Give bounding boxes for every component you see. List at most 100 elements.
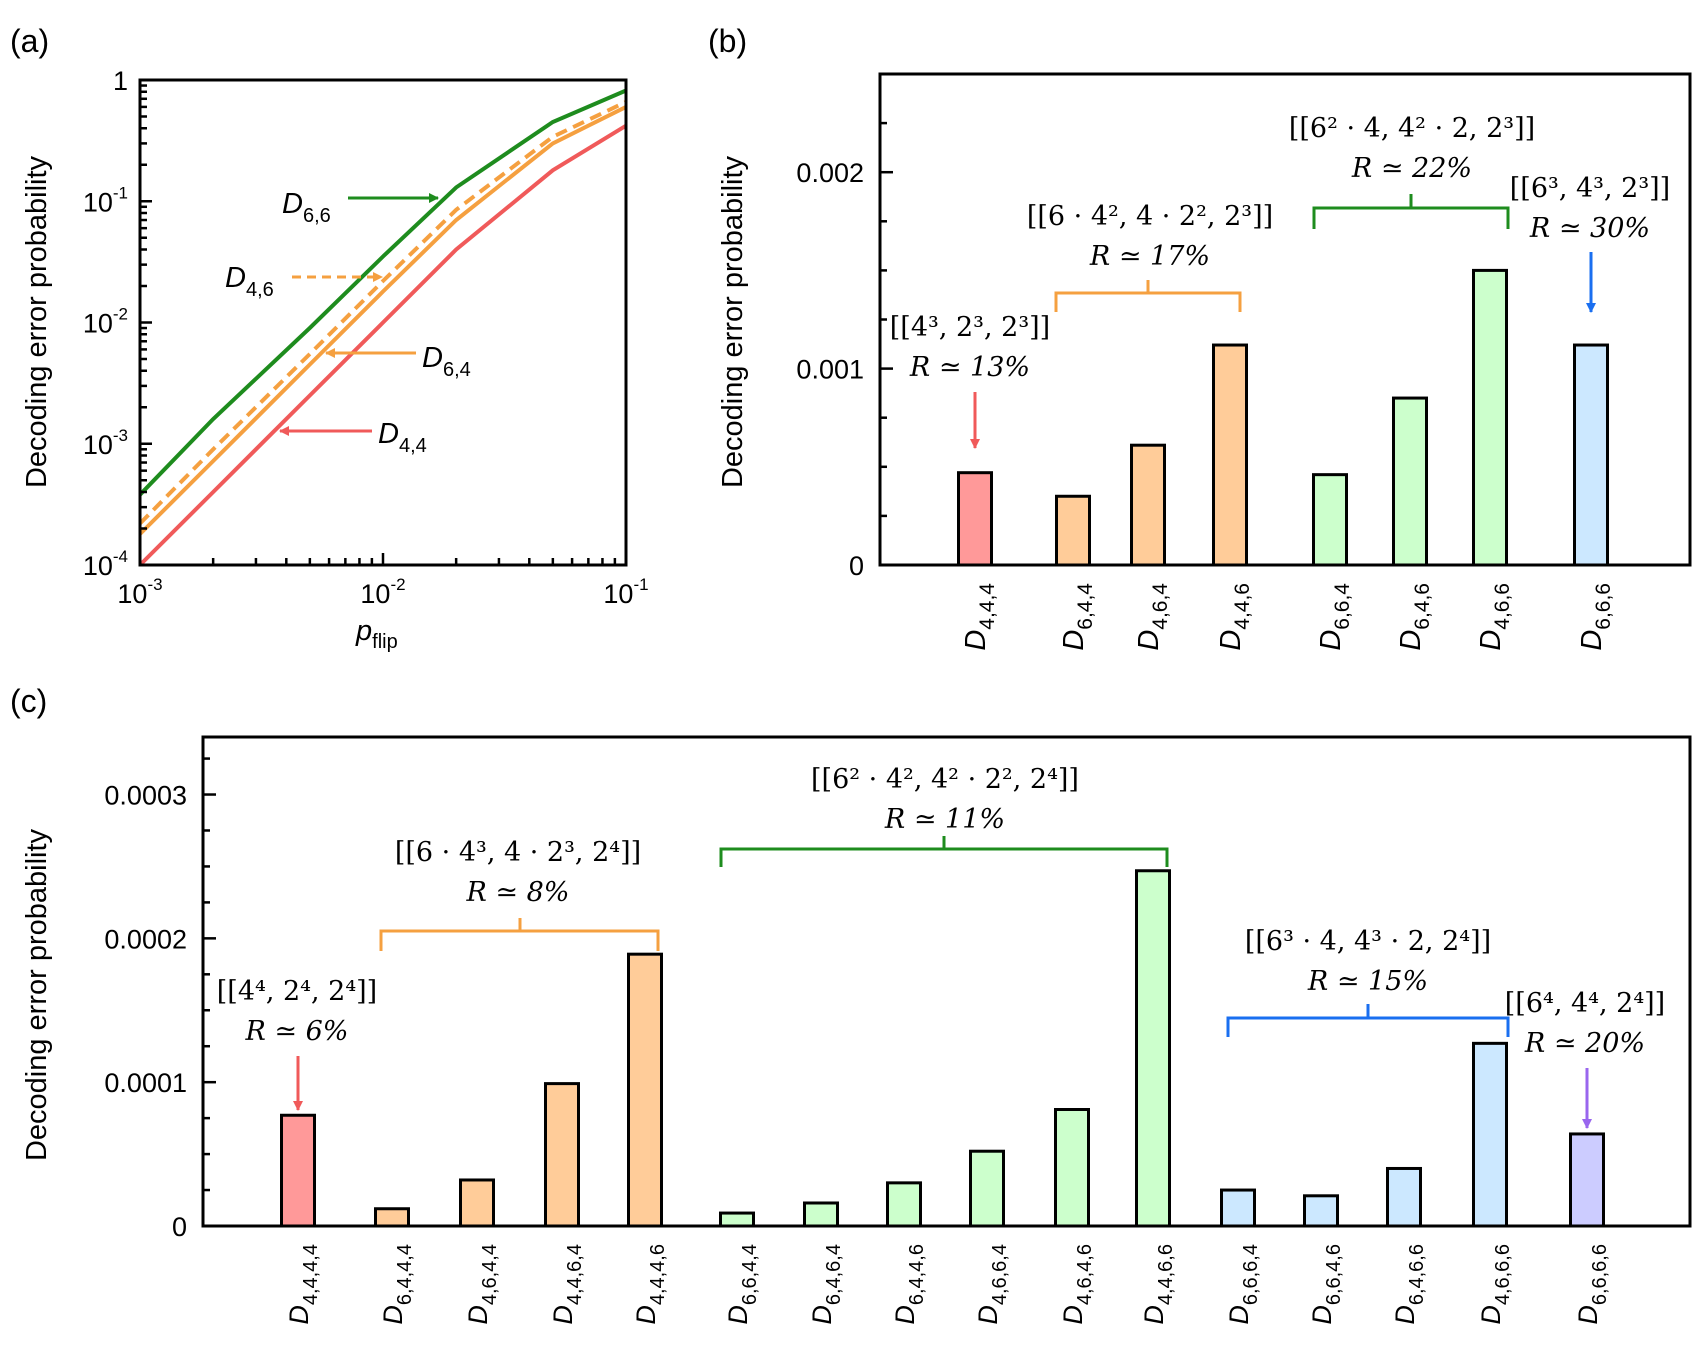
panel-c-frame (201, 735, 1692, 1228)
svg-text:D4,6: D4,6 (225, 262, 274, 301)
label-d66: D6,6 (282, 188, 439, 227)
xlabel-d4466: D4,4,6,6 (1139, 1244, 1177, 1325)
panel-b-bars (957, 268, 1609, 567)
panel-b-ylabel: Decoding error probability (717, 155, 749, 488)
panel-a-series (138, 88, 628, 567)
ytick-label: 0.0001 (104, 1068, 187, 1098)
xlabel-d6646: D6,6,4,6 (1307, 1244, 1345, 1325)
ytick-label: 0.002 (796, 158, 864, 188)
panel-b-label: (b) (708, 23, 747, 59)
svg-text:D6,6: D6,6 (282, 188, 331, 227)
a-xtick-label: 10-3 (117, 575, 162, 609)
panel-b-xlabels: D4,4,4 D6,4,4 D4,6,4 D4,4,6 D6,6,4 D6,4,6 D4,6… (960, 583, 1615, 651)
annotation-b-group-orange: [[6 · 4², 4 · 2², 2³]] R ≃ 17% (1027, 201, 1273, 312)
annotation-b-444: [[4³, 2³, 2³]] R ≃ 13% (890, 312, 1050, 449)
xlabel-d4646: D4,6,4,6 (1058, 1244, 1096, 1325)
annotation-b-group-green: [[6² · 4, 4² · 2, 2³]] R ≃ 22% (1289, 113, 1535, 229)
annotation-c-group-orange: [[6 · 4³, 4 · 2³, 2⁴]] R ≃ 8% (379, 837, 660, 951)
bar-d6666 (1569, 1132, 1605, 1228)
xlabel-d6666: D6,6,6,6 (1573, 1244, 1611, 1325)
brace-b-orange (1054, 280, 1242, 312)
bar-d6466 (1386, 1166, 1422, 1228)
a-ytick-label: 10-2 (83, 305, 128, 339)
bar-d646 (1392, 396, 1428, 567)
a-xtick-label: 10-1 (603, 575, 648, 609)
a-xtick-label: 10-2 (360, 575, 405, 609)
svg-text:R ≃ 11%: R ≃ 11% (884, 804, 1005, 835)
xlabel-d4666: D4,6,6,6 (1476, 1244, 1514, 1325)
svg-text:R ≃ 6%: R ≃ 6% (245, 1016, 349, 1047)
annotation-c-group-blue: [[6³ · 4, 4³ · 2, 2⁴]] R ≃ 15% (1226, 926, 1510, 1037)
bar-d6444 (374, 1207, 410, 1228)
xlabel-d6644: D6,6,4,4 (723, 1244, 761, 1325)
svg-text:D4,4: D4,4 (378, 418, 427, 457)
bar-d4446 (627, 952, 663, 1228)
series-line-d66 (138, 88, 627, 497)
ytick-label: 0 (849, 551, 864, 581)
xlabel-d6446: D6,4,4,6 (890, 1244, 928, 1325)
svg-text:[[6² · 4², 4² · 2², 2⁴]]: [[6² · 4², 4² · 2², 2⁴]] (811, 764, 1079, 795)
svg-text:R ≃ 13%: R ≃ 13% (909, 352, 1030, 383)
bar-d446 (1212, 343, 1248, 567)
svg-text:R ≃ 20%: R ≃ 20% (1524, 1028, 1645, 1059)
brace-b-green (1312, 194, 1510, 229)
label-d46: D4,6 (225, 262, 383, 301)
panel-b: (b) 0 0.001 0.002 Decoding error probabili… (708, 23, 1692, 651)
bar-d4646 (1054, 1108, 1090, 1228)
bar-d6464 (803, 1201, 839, 1228)
panel-c-ylabel: Decoding error probability (21, 828, 53, 1161)
bar-d4466 (1135, 869, 1171, 1228)
xlabel-d6466: D6,4,6,6 (1390, 1244, 1428, 1325)
label-d64: D6,4 (325, 342, 471, 381)
series-line-d64 (138, 105, 627, 536)
bar-d444 (957, 471, 993, 567)
annotation-c-4444: [[4⁴, 2⁴, 2⁴]] R ≃ 6% (217, 976, 377, 1111)
svg-text:[[6⁴, 4⁴, 2⁴]]: [[6⁴, 4⁴, 2⁴]] (1505, 988, 1665, 1019)
xlabel-d6664: D6,6,6,4 (1224, 1244, 1262, 1325)
xlabel-d466: D4,6,6 (1475, 583, 1514, 651)
xlabel-d446: D4,4,6 (1215, 583, 1254, 651)
svg-text:[[6 · 4², 4 · 2², 2³]]: [[6 · 4², 4 · 2², 2³]] (1027, 201, 1273, 232)
label-d44: D4,4 (279, 418, 427, 457)
bar-d4644 (459, 1178, 495, 1228)
annotation-c-group-green: [[6² · 4², 4² · 2², 2⁴]] R ≃ 11% (719, 764, 1169, 867)
a-ytick-label: 1 (113, 66, 128, 96)
xlabel-d664: D6,6,4 (1315, 583, 1354, 651)
ytick-label: 0.0002 (104, 924, 187, 954)
xlabel-d666: D6,6,6 (1576, 583, 1615, 651)
bar-d664 (1312, 473, 1348, 567)
svg-text:R ≃ 30%: R ≃ 30% (1529, 213, 1650, 244)
bar-d644 (1055, 494, 1091, 567)
panel-b-ticks: 0 0.001 0.002 (796, 121, 893, 581)
svg-text:[[4⁴, 2⁴, 2⁴]]: [[4⁴, 2⁴, 2⁴]] (217, 976, 377, 1007)
panel-c-ticks: 0 0.0001 0.0002 0.0003 (104, 757, 216, 1242)
bar-d6646 (1303, 1194, 1339, 1228)
brace-c-blue (1226, 1004, 1510, 1037)
xlabel-d644: D6,4,4 (1058, 583, 1097, 651)
panel-c: (c) 0 0.0001 0.0002 0.0003 Decoding error p… (10, 683, 1692, 1325)
svg-text:D6,4: D6,4 (422, 342, 471, 381)
xlabel-d4446: D4,4,4,6 (631, 1244, 669, 1325)
svg-text:[[4³, 2³, 2³]]: [[4³, 2³, 2³]] (890, 312, 1050, 343)
bar-d6644 (719, 1211, 755, 1228)
panel-c-bars (280, 869, 1605, 1228)
bar-d466 (1472, 268, 1508, 567)
annotation-b-666: [[6³, 4³, 2³]] R ≃ 30% (1510, 173, 1670, 313)
annotation-c-6666: [[6⁴, 4⁴, 2⁴]] R ≃ 20% (1505, 988, 1665, 1129)
bar-d4666 (1472, 1041, 1508, 1228)
xlabel-d4644: D4,6,4,4 (463, 1244, 501, 1325)
svg-text:[[6³ · 4, 4³ · 2, 2⁴]]: [[6³ · 4, 4³ · 2, 2⁴]] (1245, 926, 1491, 957)
svg-text:R ≃ 8%: R ≃ 8% (466, 877, 570, 908)
bar-d666 (1573, 343, 1609, 567)
panel-a-ylabel: Decoding error probability (21, 155, 53, 488)
bar-d6664 (1220, 1188, 1256, 1228)
panel-a-xlabel: pflip (355, 615, 398, 653)
svg-text:R ≃ 15%: R ≃ 15% (1307, 966, 1428, 997)
xlabel-d6444: D6,4,4,4 (378, 1244, 416, 1325)
xlabel-d4464: D4,4,6,4 (548, 1244, 586, 1325)
svg-text:[[6² · 4, 4² · 2, 2³]]: [[6² · 4, 4² · 2, 2³]] (1289, 113, 1535, 144)
a-ytick-label: 10-3 (83, 426, 128, 460)
a-ytick-label: 10-4 (83, 547, 128, 581)
